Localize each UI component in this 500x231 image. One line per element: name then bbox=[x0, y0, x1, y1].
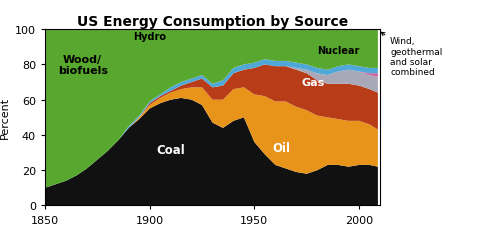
Text: Oil: Oil bbox=[272, 141, 290, 154]
Text: Nuclear: Nuclear bbox=[317, 46, 360, 56]
Text: Coal: Coal bbox=[156, 143, 185, 156]
Y-axis label: Percent: Percent bbox=[0, 97, 10, 139]
Text: Gas: Gas bbox=[302, 78, 324, 88]
Text: Wood/
biofuels: Wood/ biofuels bbox=[58, 54, 108, 76]
Text: Wind,
geothermal
and solar
combined: Wind, geothermal and solar combined bbox=[381, 33, 442, 77]
Text: Hydro: Hydro bbox=[133, 32, 166, 42]
Title: US Energy Consumption by Source: US Energy Consumption by Source bbox=[77, 15, 348, 29]
